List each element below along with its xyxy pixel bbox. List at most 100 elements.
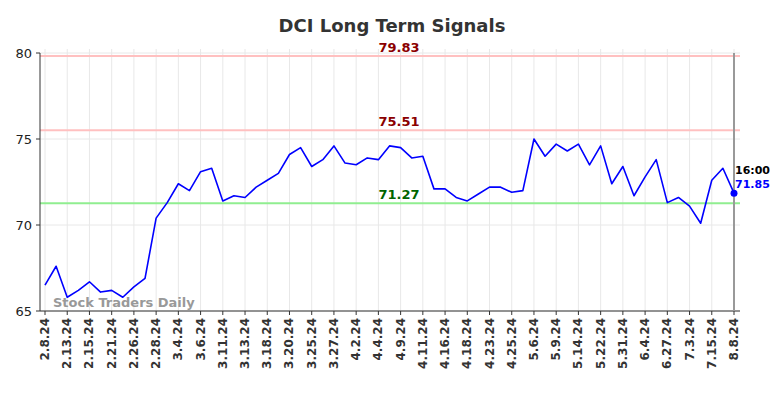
- grid-line: [689, 49, 690, 311]
- x-tick-label: 4.4.24: [371, 318, 385, 361]
- grid-line: [511, 49, 512, 311]
- x-tick-label: 3.20.24: [282, 318, 296, 369]
- grid-line: [133, 49, 134, 311]
- plot-area: [45, 139, 738, 297]
- x-tick-label: 6.27.24: [660, 318, 674, 369]
- watermark: Stock Traders Daily: [53, 295, 195, 310]
- x-tick-label: 2.28.24: [149, 318, 163, 369]
- tick: [622, 311, 623, 315]
- x-tick-label: 3.11.24: [216, 318, 230, 369]
- x-tick-label: 4.9.24: [394, 318, 408, 361]
- x-tick-label: 5.31.24: [616, 318, 630, 369]
- tick: [36, 53, 40, 54]
- grid-line: [467, 49, 468, 311]
- grid-line: [40, 225, 740, 226]
- tick: [489, 311, 490, 315]
- x-tick-label: 4.11.24: [416, 318, 430, 369]
- grid-line: [489, 49, 490, 311]
- grid-line: [245, 49, 246, 311]
- grid-line: [45, 49, 46, 311]
- tick: [578, 311, 579, 315]
- grid-line: [311, 49, 312, 311]
- tick: [311, 311, 312, 315]
- y-tick-label: 75: [15, 132, 32, 147]
- x-tick-label: 2.26.24: [127, 318, 141, 369]
- x-tick-label: 4.2.24: [349, 318, 363, 361]
- grid-line: [200, 49, 201, 311]
- tick: [36, 311, 40, 312]
- grid-line: [622, 49, 623, 311]
- tick: [467, 311, 468, 315]
- y-tick-label: 65: [15, 304, 32, 319]
- tick: [45, 311, 46, 315]
- grid-line: [645, 49, 646, 311]
- x-tick-label: 2.8.24: [38, 318, 52, 361]
- y-tick-label: 70: [15, 218, 32, 233]
- tick: [556, 311, 557, 315]
- tick: [178, 311, 179, 315]
- title: DCI Long Term Signals: [279, 15, 506, 36]
- grid-line: [400, 49, 401, 311]
- grid-line: [533, 49, 534, 311]
- tick: [36, 139, 40, 140]
- x-tick-label: 2.13.24: [60, 318, 74, 369]
- level-line: [40, 55, 740, 57]
- tick: [111, 311, 112, 315]
- tick: [667, 311, 668, 315]
- x-tick-label: 3.25.24: [305, 318, 319, 369]
- x-tick-label: 5.14.24: [571, 318, 585, 369]
- x-tick-label: 4.23.24: [483, 318, 497, 369]
- y-tick-label: 80: [15, 46, 32, 61]
- x-tick-label: 3.27.24: [327, 318, 341, 369]
- chart: DCI Long Term Signals 65 70 75 80 2.8.24 2.13.…: [0, 0, 784, 398]
- x-tick-label: 3.6.24: [194, 318, 208, 361]
- tick: [156, 311, 157, 315]
- tick: [422, 311, 423, 315]
- grid-line: [289, 49, 290, 311]
- tick: [245, 311, 246, 315]
- tick: [222, 311, 223, 315]
- tick: [645, 311, 646, 315]
- x-tick-label: 4.25.24: [505, 318, 519, 369]
- grid-line: [178, 49, 179, 311]
- tick: [511, 311, 512, 315]
- x-tick-label: 3.4.24: [171, 318, 185, 361]
- tick: [600, 311, 601, 315]
- tick: [133, 311, 134, 315]
- grid-line: [600, 49, 601, 311]
- tick: [533, 311, 534, 315]
- grid-line: [356, 49, 357, 311]
- tick: [445, 311, 446, 315]
- price-line: [45, 139, 734, 297]
- level-line: [40, 129, 740, 131]
- y-axis: [40, 53, 41, 311]
- tick: [36, 225, 40, 226]
- tick: [200, 311, 201, 315]
- x-tick-label: 5.9.24: [549, 318, 563, 361]
- level-label: 75.51: [378, 114, 419, 129]
- grid-line: [422, 49, 423, 311]
- x-tick-label: 5.22.24: [594, 318, 608, 369]
- x-tick-label: 2.21.24: [105, 318, 119, 369]
- grid-line: [667, 49, 668, 311]
- tick: [711, 311, 712, 315]
- grid-line: [40, 311, 740, 312]
- x-tick-label: 3.18.24: [260, 318, 274, 369]
- tick: [89, 311, 90, 315]
- grid-line: [40, 139, 740, 140]
- tick: [333, 311, 334, 315]
- x-tick-label: 7.3.24: [683, 318, 697, 361]
- level-line: [40, 202, 740, 204]
- last-time: 16:00: [735, 164, 770, 177]
- tick: [734, 311, 735, 315]
- tick: [400, 311, 401, 315]
- grid-line: [89, 49, 90, 311]
- x-tick-label: 3.13.24: [238, 318, 252, 369]
- grid-line: [445, 49, 446, 311]
- grid-line: [67, 49, 68, 311]
- grid-line: [156, 49, 157, 311]
- grid-line: [333, 49, 334, 311]
- level-label: 79.83: [378, 40, 419, 55]
- grid-line: [556, 49, 557, 311]
- x-tick-label: 4.16.24: [438, 318, 452, 369]
